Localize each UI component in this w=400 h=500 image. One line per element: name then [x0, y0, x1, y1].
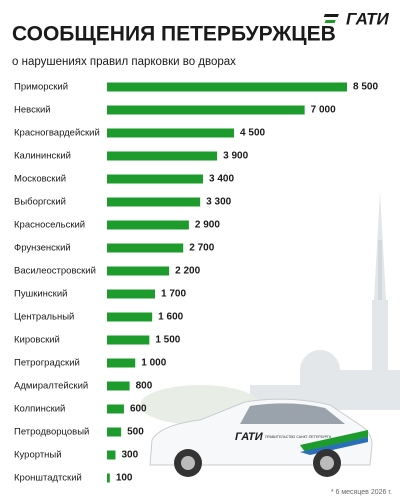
value-label: 2 200	[175, 266, 200, 277]
value-label: 3 900	[223, 151, 248, 162]
value-label: 3 400	[209, 174, 234, 185]
car-caption: ПРАВИТЕЛЬСТВО САНКТ-ПЕТЕРБУРГА	[265, 435, 332, 439]
bar	[107, 358, 136, 368]
bar	[107, 105, 305, 115]
category-label: Фрунзенский	[14, 243, 71, 254]
value-label: 100	[116, 473, 133, 484]
category-label: Приморский	[14, 82, 68, 93]
value-label: 2 700	[189, 243, 214, 254]
bar	[107, 82, 347, 92]
bar	[107, 335, 150, 345]
logo-text: ГАТИ	[346, 9, 390, 28]
bar	[107, 174, 203, 184]
category-label: Василеостровский	[14, 266, 96, 277]
category-label: Красносельский	[14, 220, 85, 231]
bar	[107, 128, 235, 138]
category-label: Петродворцовый	[14, 427, 89, 438]
category-label: Кронштадтский	[14, 473, 82, 484]
category-label: Адмиралтейский	[14, 381, 88, 392]
footnote: * 6 месяцев 2026 г.	[331, 489, 392, 496]
bar	[107, 266, 170, 276]
title: СООБЩЕНИЯ ПЕТЕРБУРЖЦЕВ	[12, 23, 336, 46]
bar	[107, 450, 116, 460]
car-logo: ГАТИ	[235, 431, 264, 443]
category-label: Кировский	[14, 335, 60, 346]
value-label: 1 600	[158, 312, 183, 323]
value-label: 600	[130, 404, 147, 415]
logo: ГАТИ	[323, 9, 390, 28]
category-label: Выборгский	[14, 197, 66, 208]
category-label: Калининский	[14, 151, 71, 162]
bar	[107, 312, 153, 322]
value-label: 8 500	[353, 82, 378, 93]
value-label: 800	[136, 381, 153, 392]
value-label: 500	[127, 427, 144, 438]
bar	[107, 151, 218, 161]
bar	[107, 197, 201, 207]
bar	[107, 473, 110, 483]
category-label: Пушкинский	[14, 289, 67, 300]
bar	[107, 243, 184, 253]
car: ГАТИ ПРАВИТЕЛЬСТВО САНКТ-ПЕТЕРБУРГА	[149, 398, 373, 477]
bar	[107, 427, 122, 437]
value-label: 4 500	[240, 128, 265, 139]
category-label: Невский	[14, 105, 51, 116]
value-label: 7 000	[311, 105, 336, 116]
category-label: Курортный	[14, 450, 62, 461]
category-label: Московский	[14, 174, 66, 185]
bar	[107, 220, 189, 230]
bar	[107, 404, 124, 414]
subtitle: о нарушениях правил парковки во дворах	[12, 56, 236, 68]
value-label: 1 000	[141, 358, 166, 369]
category-label: Центральный	[14, 312, 74, 323]
bar	[107, 289, 155, 299]
value-label: 3 300	[206, 197, 231, 208]
value-label: 2 900	[195, 220, 220, 231]
category-label: Петроградский	[14, 358, 80, 369]
bar	[107, 381, 130, 391]
value-label: 1 700	[161, 289, 186, 300]
value-label: 1 500	[155, 335, 180, 346]
category-label: Красногвардейский	[14, 128, 100, 139]
value-label: 300	[121, 450, 138, 461]
category-label: Колпинский	[14, 404, 65, 415]
